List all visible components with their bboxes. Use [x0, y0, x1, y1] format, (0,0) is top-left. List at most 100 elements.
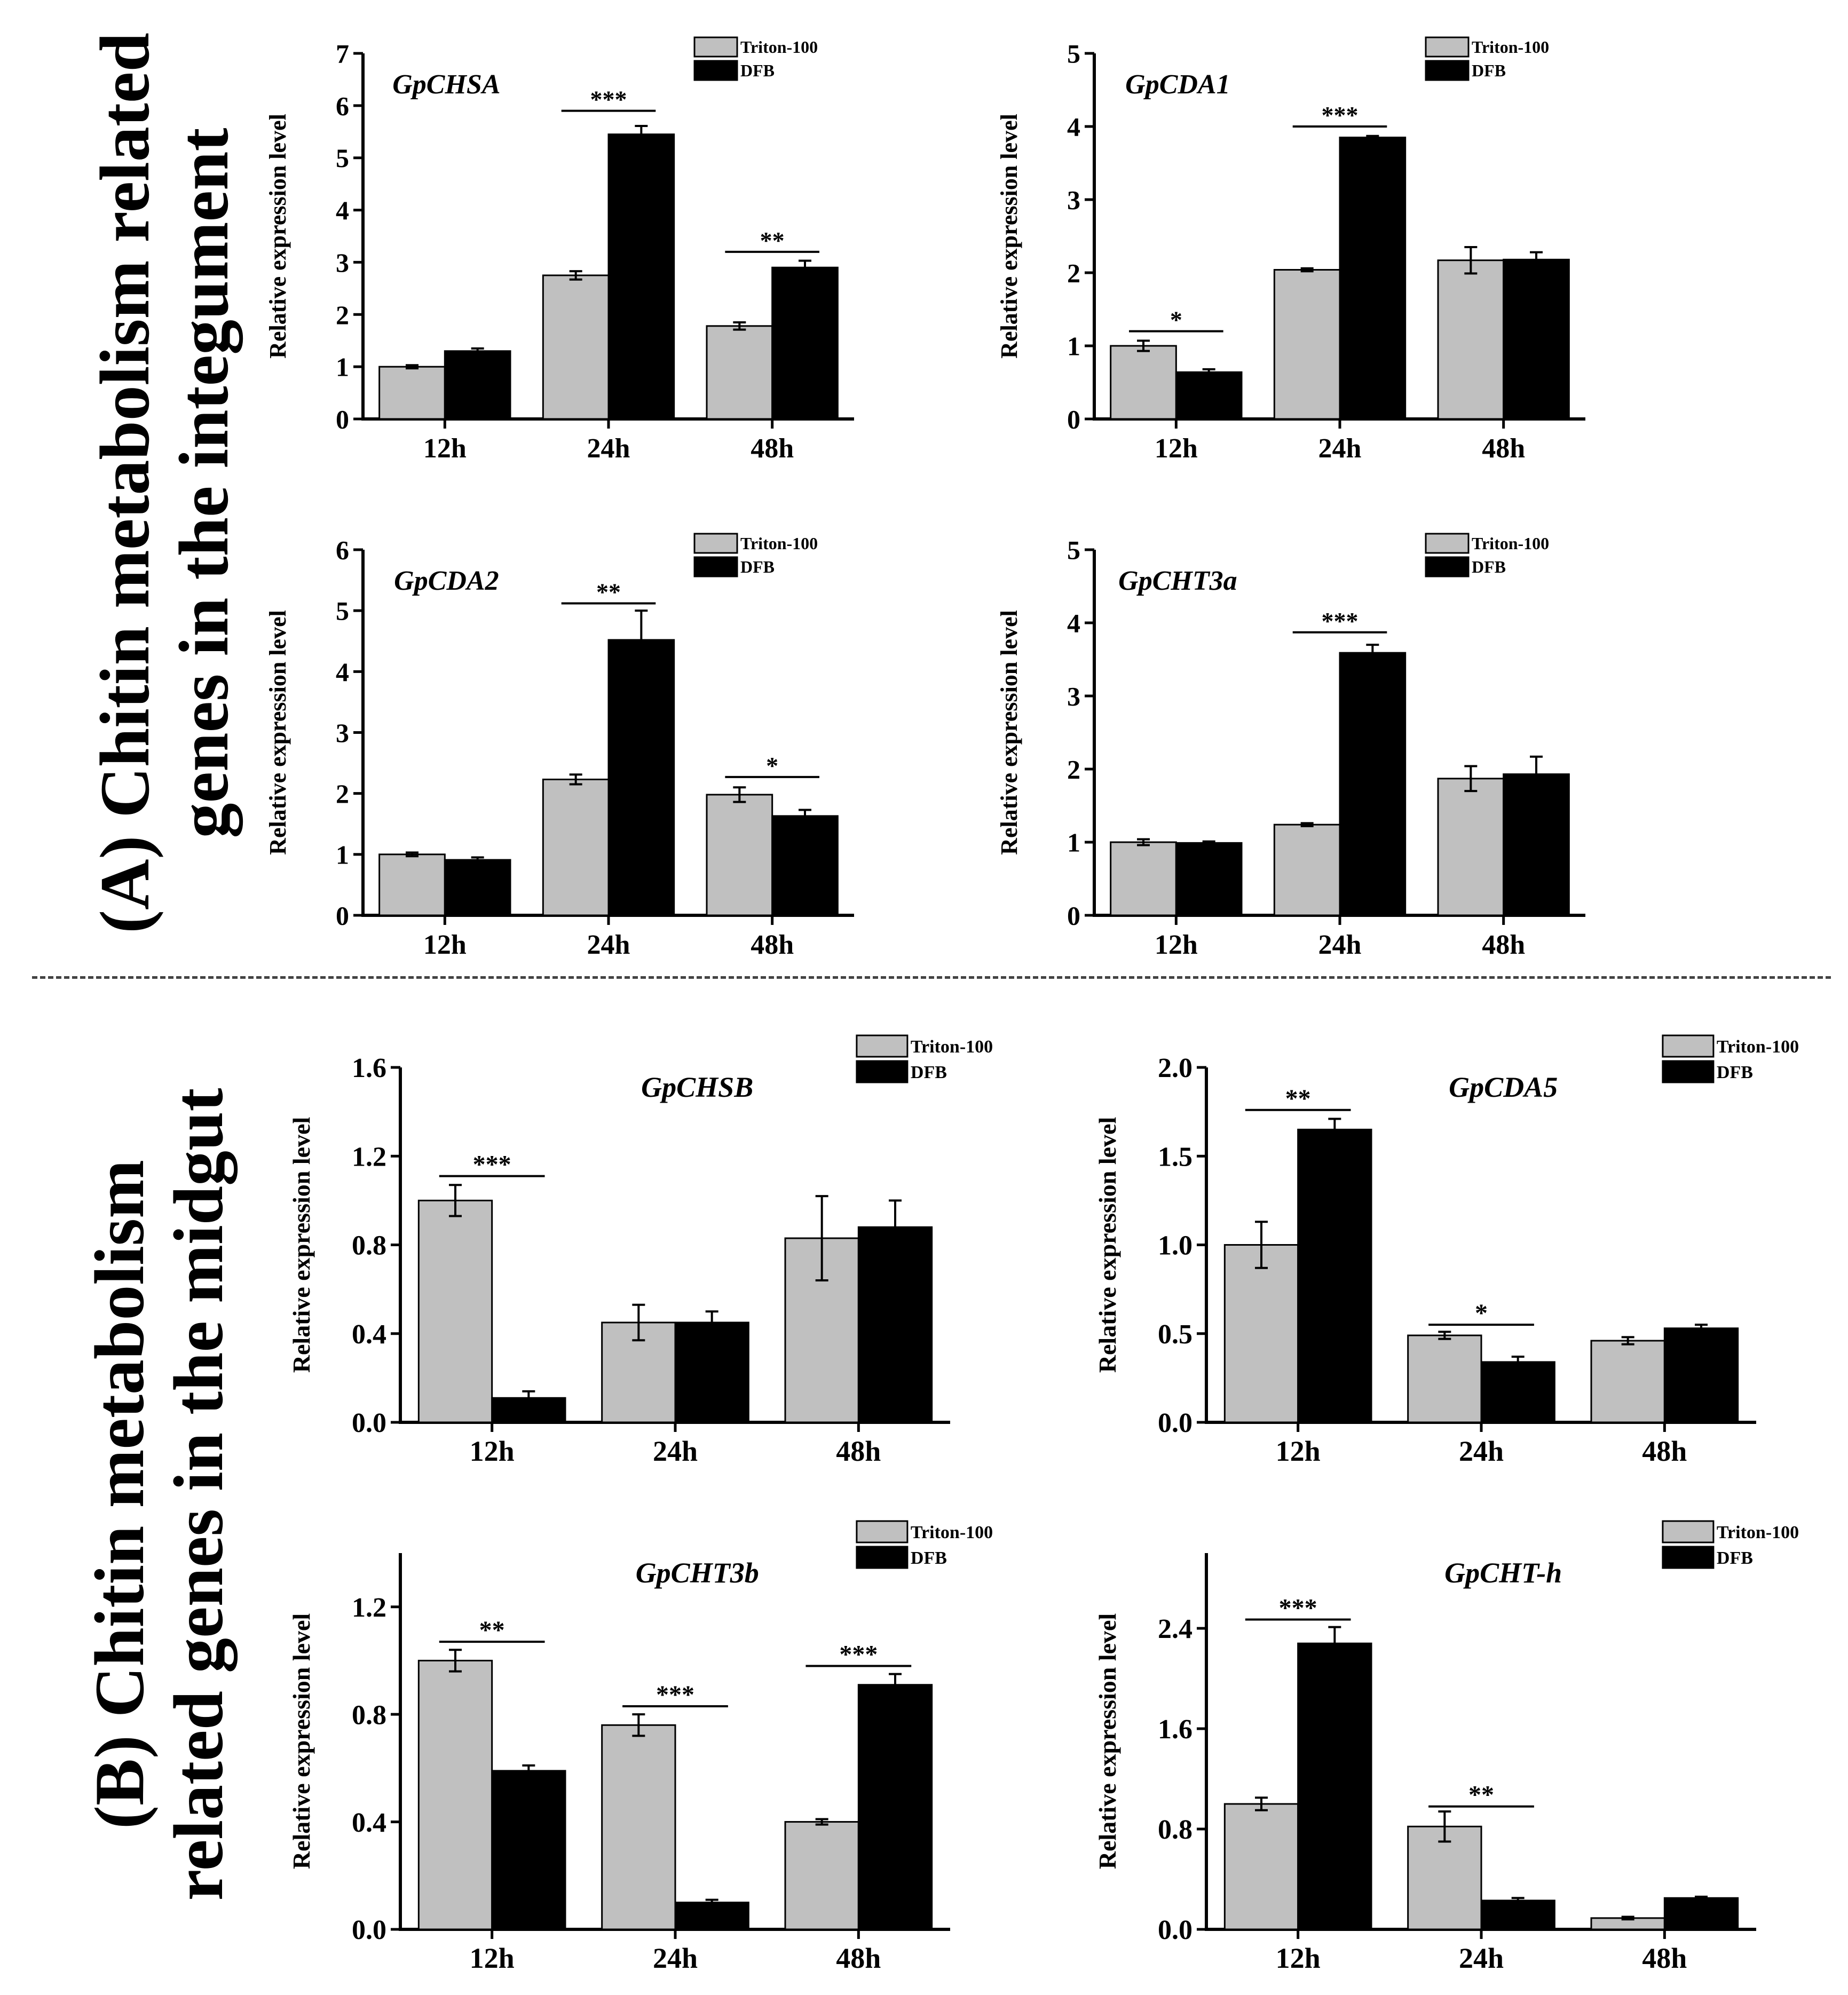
significance-label: ***: [590, 86, 627, 113]
legend-swatch-dfb: [1425, 556, 1470, 577]
y-tick-label: 7: [336, 39, 349, 69]
bar-triton: [706, 794, 773, 916]
legend-swatch-dfb: [1662, 1546, 1715, 1569]
significance-label: **: [760, 227, 785, 254]
x-tick-label: 12h: [1155, 433, 1198, 464]
y-tick-label: 0: [336, 405, 349, 434]
legend-swatch-triton: [1425, 533, 1470, 554]
y-tick-label: 0.4: [352, 1808, 386, 1838]
bar-triton: [378, 366, 446, 420]
bar-triton: [417, 1659, 493, 1930]
legend-label-dfb: DFB: [1472, 557, 1506, 576]
x-tick-label: 24h: [1459, 1942, 1504, 1974]
x-tick-label: 48h: [1482, 433, 1525, 464]
chart-gpcht3b: Relative expression level 0.0 0.4 0.8 1.2 12h…: [288, 1520, 993, 1974]
y-axis-label: Relative expression level: [996, 610, 1022, 855]
x-tick-label: 12h: [423, 433, 467, 464]
y-tick-label: 0.0: [1158, 1408, 1192, 1438]
chart-title: GpCHT-h: [1444, 1557, 1562, 1589]
bar-triton: [542, 274, 610, 420]
section-b-title: (B) Chitin metabolism related genes in t…: [80, 1014, 240, 1975]
legend-swatch-dfb: [856, 1546, 909, 1569]
x-tick-label: 24h: [587, 930, 630, 960]
x-tick-label: 48h: [836, 1435, 881, 1467]
chart-gpchsb: Relative expression level 0.0 0.4 0.8 1.2 1.6…: [288, 1034, 993, 1467]
y-tick-label: 2: [1067, 258, 1080, 288]
bar-dfb: [674, 1902, 749, 1930]
bar-dfb: [1175, 842, 1243, 916]
y-tick-label: 0.8: [352, 1231, 386, 1261]
chart-gpcht3a: Relative expression level 0 1 2 3 4 5 12h 24h 48h…: [996, 533, 1585, 960]
y-tick-label: 2: [336, 779, 349, 809]
x-tick-label: 24h: [1459, 1435, 1504, 1467]
bar-triton: [378, 853, 446, 916]
x-tick-label: 24h: [653, 1942, 698, 1974]
section-a-title: (A) Chitin metabolism related genes in t…: [85, 0, 246, 985]
x-tick-label: 24h: [587, 433, 630, 464]
chart-title: GpCDA1: [1125, 69, 1230, 100]
y-tick-label: 0: [1067, 405, 1080, 434]
significance-label: *: [1170, 306, 1182, 334]
x-tick-label: 48h: [751, 930, 794, 960]
y-tick-label: 5: [336, 143, 349, 173]
y-tick-label: 6: [336, 91, 349, 121]
y-tick-label: 0: [336, 901, 349, 931]
chart-title: GpCDA5: [1449, 1071, 1558, 1103]
bar-dfb: [1297, 1642, 1372, 1930]
section-b-title-line1: (B) Chitin metabolism: [80, 1160, 159, 1829]
bar-triton: [1223, 1803, 1299, 1930]
significance-label: *: [1475, 1299, 1488, 1327]
y-tick-label: 1: [336, 352, 349, 382]
y-tick-label: 0.8: [1158, 1815, 1192, 1845]
chart-gpcda2: Relative expression level 0 1 2 3 4 5 6 12h 24h 48…: [265, 533, 854, 960]
y-tick-label: 4: [1067, 608, 1080, 638]
y-tick-label: 1.2: [352, 1142, 386, 1172]
y-axis-label: Relative expression level: [1094, 1613, 1121, 1870]
x-tick-label: 48h: [751, 433, 794, 464]
legend-swatch-triton: [1425, 36, 1470, 58]
y-tick-label: 4: [1067, 112, 1080, 142]
y-tick-label: 0: [1067, 901, 1080, 931]
significance-label: **: [596, 578, 621, 605]
y-tick-label: 5: [1067, 535, 1080, 565]
y-tick-label: 5: [1067, 39, 1080, 69]
section-b-title-line2: related genes in the midgut: [159, 1088, 238, 1901]
bar-dfb: [1503, 773, 1570, 916]
bar-triton: [1110, 841, 1177, 916]
significance-label: ***: [1279, 1594, 1317, 1622]
bar-dfb: [607, 133, 675, 420]
y-tick-label: 0.0: [352, 1915, 386, 1945]
bar-dfb: [1339, 137, 1407, 420]
x-tick-label: 24h: [653, 1435, 698, 1467]
bar-dfb: [857, 1226, 933, 1423]
y-tick-label: 2: [336, 300, 349, 330]
bar-dfb: [1503, 258, 1570, 420]
y-tick-label: 0.8: [352, 1700, 386, 1730]
bar-triton: [601, 1321, 676, 1423]
x-tick-label: 12h: [470, 1435, 515, 1467]
bar-triton: [1273, 269, 1341, 420]
x-tick-label: 12h: [1276, 1435, 1321, 1467]
y-tick-label: 4: [336, 657, 349, 687]
bar-triton: [706, 325, 773, 420]
chart-title: GpCDA2: [394, 566, 499, 596]
section-a-title-line1: (A) Chitin metabolism related: [85, 33, 164, 933]
bar-triton: [784, 1821, 859, 1930]
legend-label-triton: Triton-100: [1717, 1523, 1799, 1542]
section-a-title-line2: genes in the integument: [164, 128, 243, 838]
bar-dfb: [771, 815, 839, 916]
x-tick-label: 12h: [1276, 1942, 1321, 1974]
chart-title: GpCHT3a: [1118, 566, 1237, 596]
legend-swatch-triton: [693, 36, 738, 58]
significance-label: ***: [839, 1641, 878, 1669]
y-tick-label: 2.4: [1158, 1614, 1192, 1644]
y-tick-label: 1.5: [1158, 1142, 1192, 1172]
bar-dfb: [1339, 652, 1407, 916]
legend-swatch-triton: [856, 1520, 909, 1543]
legend-label-dfb: DFB: [911, 1548, 947, 1568]
y-axis-label: Relative expression level: [265, 114, 291, 359]
bar-dfb: [1663, 1897, 1739, 1930]
legend-label-triton: Triton-100: [911, 1523, 993, 1542]
significance-label: ***: [1322, 101, 1359, 129]
y-tick-label: 1.0: [1158, 1231, 1192, 1261]
